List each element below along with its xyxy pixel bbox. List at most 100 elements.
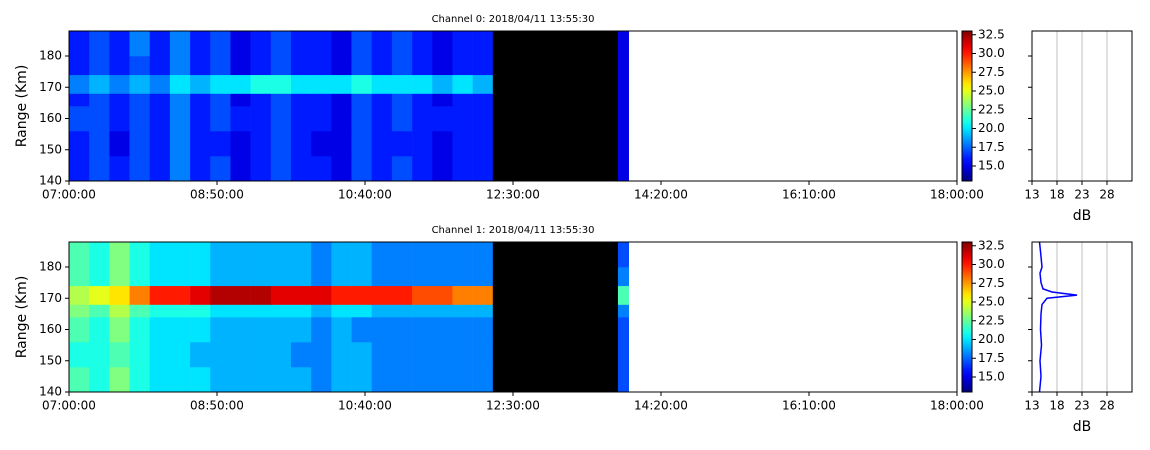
heatmap-cell — [371, 56, 393, 76]
heatmap-cell — [452, 56, 473, 76]
heatmap-cell — [391, 242, 413, 268]
heatmap-cell — [331, 56, 352, 76]
heatmap-cell — [169, 267, 191, 287]
heatmap-cell — [250, 342, 272, 368]
heatmap-cell — [472, 131, 494, 157]
chart-title: Channel 0: 2018/04/11 13:55:30 — [432, 14, 595, 25]
heatmap-cell — [391, 31, 413, 57]
heatmap-cell — [129, 56, 151, 76]
heatmap-cell — [210, 93, 231, 107]
heatmap-cell — [472, 156, 494, 182]
heatmap-cell — [472, 93, 494, 107]
heatmap-cell — [371, 74, 393, 94]
heatmap-cell — [617, 267, 630, 287]
heatmap-cell — [331, 31, 352, 57]
heatmap-cell — [452, 156, 473, 182]
heatmap-cell — [291, 131, 312, 157]
heatmap-cell — [149, 317, 171, 343]
heatmap-cell — [149, 156, 171, 182]
heatmap-cell — [210, 74, 231, 94]
colorbar-tick-label: 20.0 — [978, 332, 1005, 346]
heatmap-cell — [190, 285, 211, 305]
heatmap-cell — [492, 242, 619, 268]
heatmap-cell — [149, 304, 171, 318]
heatmap-cell — [351, 267, 373, 287]
heatmap-cell — [331, 131, 352, 157]
heatmap-cell — [270, 317, 292, 343]
heatmap-cell — [351, 304, 373, 318]
heatmap-cell — [89, 106, 110, 132]
heatmap-cell — [210, 304, 231, 318]
heatmap-cell — [270, 131, 292, 157]
heatmap-cell — [492, 93, 619, 107]
heatmap-cell — [472, 267, 494, 287]
colorbar — [961, 241, 973, 393]
x-tick-label: 23 — [1074, 399, 1089, 413]
colorbar-tick-label: 15.0 — [978, 370, 1005, 384]
heatmap-cell — [230, 285, 251, 305]
heatmap-cell — [291, 74, 312, 94]
heatmap-cell — [311, 304, 332, 318]
heatmap-cell — [452, 242, 473, 268]
heatmap-cell — [190, 242, 211, 268]
heatmap-cell — [432, 242, 453, 268]
heatmap-cell — [129, 304, 151, 318]
heatmap-cell — [149, 31, 171, 57]
heatmap-cell — [371, 242, 393, 268]
heatmap-cell — [149, 242, 171, 268]
heatmap-cell — [291, 342, 312, 368]
heatmap-cell — [351, 317, 373, 343]
heatmap-cell — [169, 106, 191, 132]
heatmap-cell — [69, 317, 90, 343]
heatmap-cell — [412, 93, 433, 107]
heatmap-cell — [371, 106, 393, 132]
heatmap-cell — [109, 342, 130, 368]
heatmap-cell — [412, 304, 433, 318]
heatmap-cell — [210, 242, 231, 268]
heatmap-cell — [291, 56, 312, 76]
heatmap-cell — [351, 342, 373, 368]
heatmap-cell — [270, 156, 292, 182]
heatmap-cell — [492, 106, 619, 132]
x-tick-label: 28 — [1099, 399, 1114, 413]
heatmap-cell — [432, 342, 453, 368]
heatmap-cell — [617, 317, 630, 343]
heatmap-cell — [391, 74, 413, 94]
heatmap-cell — [492, 285, 619, 305]
heatmap-cell — [89, 242, 110, 268]
heatmap-cell — [492, 131, 619, 157]
heatmap-cell — [169, 285, 191, 305]
heatmap-cell — [69, 267, 90, 287]
heatmap-cell — [270, 367, 292, 393]
x-tick-label: 08:50:00 — [190, 399, 244, 413]
heatmap-cell — [351, 74, 373, 94]
heatmap-cell — [472, 106, 494, 132]
heatmap-cell — [617, 342, 630, 368]
heatmap-cell — [149, 56, 171, 76]
heatmap-cell — [210, 342, 231, 368]
heatmap-cell — [149, 74, 171, 94]
heatmap-cell — [617, 304, 630, 318]
heatmap-cell — [230, 342, 251, 368]
heatmap-cell — [230, 131, 251, 157]
y-axis-label: Range (Km) — [14, 276, 30, 359]
heatmap-cell — [472, 367, 494, 393]
heatmap-cell — [69, 74, 90, 94]
x-tick-label: 12:30:00 — [486, 399, 540, 413]
heatmap-cell — [472, 56, 494, 76]
heatmap-cell — [169, 31, 191, 57]
heatmap-cell — [250, 367, 272, 393]
x-tick-label: 07:00:00 — [42, 399, 96, 413]
colorbar-tick-label: 22.5 — [978, 313, 1005, 327]
heatmap-cell — [230, 367, 251, 393]
heatmap-cell — [391, 304, 413, 318]
heatmap-cell — [129, 285, 151, 305]
heatmap-cell — [452, 304, 473, 318]
colorbar-tick-label: 32.5 — [978, 238, 1005, 252]
heatmap-cell — [351, 285, 373, 305]
heatmap-cell — [351, 31, 373, 57]
heatmap-cell — [492, 342, 619, 368]
heatmap-cell — [452, 74, 473, 94]
heatmap-cell — [492, 304, 619, 318]
heatmap-cell — [472, 242, 494, 268]
